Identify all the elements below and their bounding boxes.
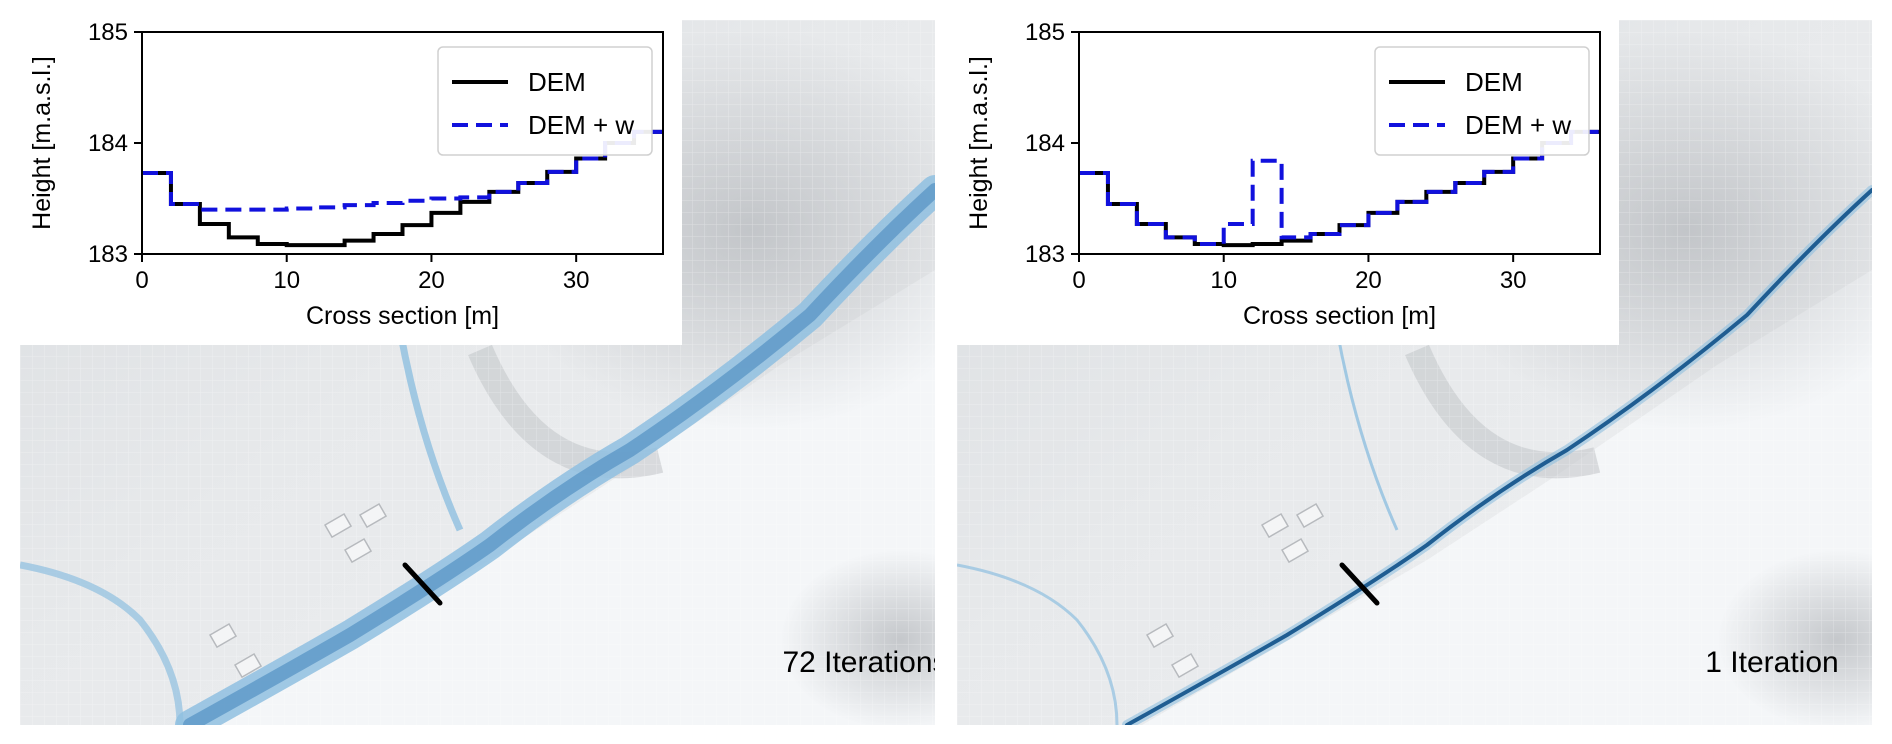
building xyxy=(208,622,238,649)
series-line-dem-w xyxy=(1079,129,1600,247)
legend: DEM DEM + w xyxy=(437,46,653,156)
iteration-label: 1 Iteration xyxy=(1705,646,1838,679)
building xyxy=(1260,512,1290,539)
x-tick-label: 0 xyxy=(135,267,148,294)
tributary-channel-west xyxy=(20,561,184,725)
legend-label: DEM + w xyxy=(1465,110,1571,140)
y-axis-title: Height [m.a.s.l.] xyxy=(28,56,56,230)
y-axis-title: Height [m.a.s.l.] xyxy=(965,56,993,230)
left-panel: 0 10 20 30 183 184 185 Cross section [m] Height … xyxy=(20,20,935,725)
building xyxy=(1295,502,1325,529)
y-tick-label: 183 xyxy=(88,241,128,268)
legend-label: DEM + w xyxy=(528,110,634,140)
legend-label: DEM xyxy=(528,67,586,97)
y-tick-label: 183 xyxy=(1025,241,1065,268)
series-line-dem-w xyxy=(142,129,663,212)
x-tick-label: 30 xyxy=(563,267,590,294)
right-panel: 0 10 20 30 183 184 185 Cross section [m] Height … xyxy=(957,20,1872,725)
building xyxy=(1170,652,1200,679)
river-narrow xyxy=(1125,188,1872,725)
x-tick-label: 20 xyxy=(418,267,445,294)
iteration-label: 72 Iterations xyxy=(782,646,935,679)
x-tick-label: 0 xyxy=(1072,267,1085,294)
y-tick-label: 184 xyxy=(88,130,128,157)
tributary-channel xyxy=(1335,329,1399,531)
line-chart: 0 10 20 30 183 184 185 Cross section [m] Height … xyxy=(28,20,664,330)
x-tick-label: 10 xyxy=(1210,267,1237,294)
x-tick-label: 10 xyxy=(273,267,300,294)
y-tick-label: 185 xyxy=(88,20,128,46)
legend-box xyxy=(437,46,653,156)
legend-label: DEM xyxy=(1465,67,1523,97)
left-figure: 0 10 20 30 183 184 185 Cross section [m] Height … xyxy=(20,20,935,725)
legend-box xyxy=(1374,46,1590,156)
right-figure: 0 10 20 30 183 184 185 Cross section [m] Height … xyxy=(957,20,1872,725)
x-axis-title: Cross section [m] xyxy=(1243,302,1436,330)
cross-section-marker xyxy=(1339,562,1380,606)
building xyxy=(343,537,373,564)
x-tick-label: 30 xyxy=(1500,267,1527,294)
x-axis-title: Cross section [m] xyxy=(306,302,499,330)
cross-section-marker xyxy=(402,562,443,606)
x-tick-label: 20 xyxy=(1355,267,1382,294)
building xyxy=(233,652,263,679)
legend: DEM DEM + w xyxy=(1374,46,1590,156)
y-tick-label: 185 xyxy=(1025,20,1065,46)
line-chart: 0 10 20 30 183 184 185 Cross section [m] Height … xyxy=(965,20,1601,330)
y-tick-label: 184 xyxy=(1025,130,1065,157)
building xyxy=(323,512,353,539)
river-core xyxy=(183,183,935,725)
building xyxy=(1280,537,1310,564)
building xyxy=(358,502,388,529)
tributary-channel-west xyxy=(957,563,1119,725)
tributary-channel xyxy=(396,329,464,532)
building xyxy=(1145,622,1175,649)
